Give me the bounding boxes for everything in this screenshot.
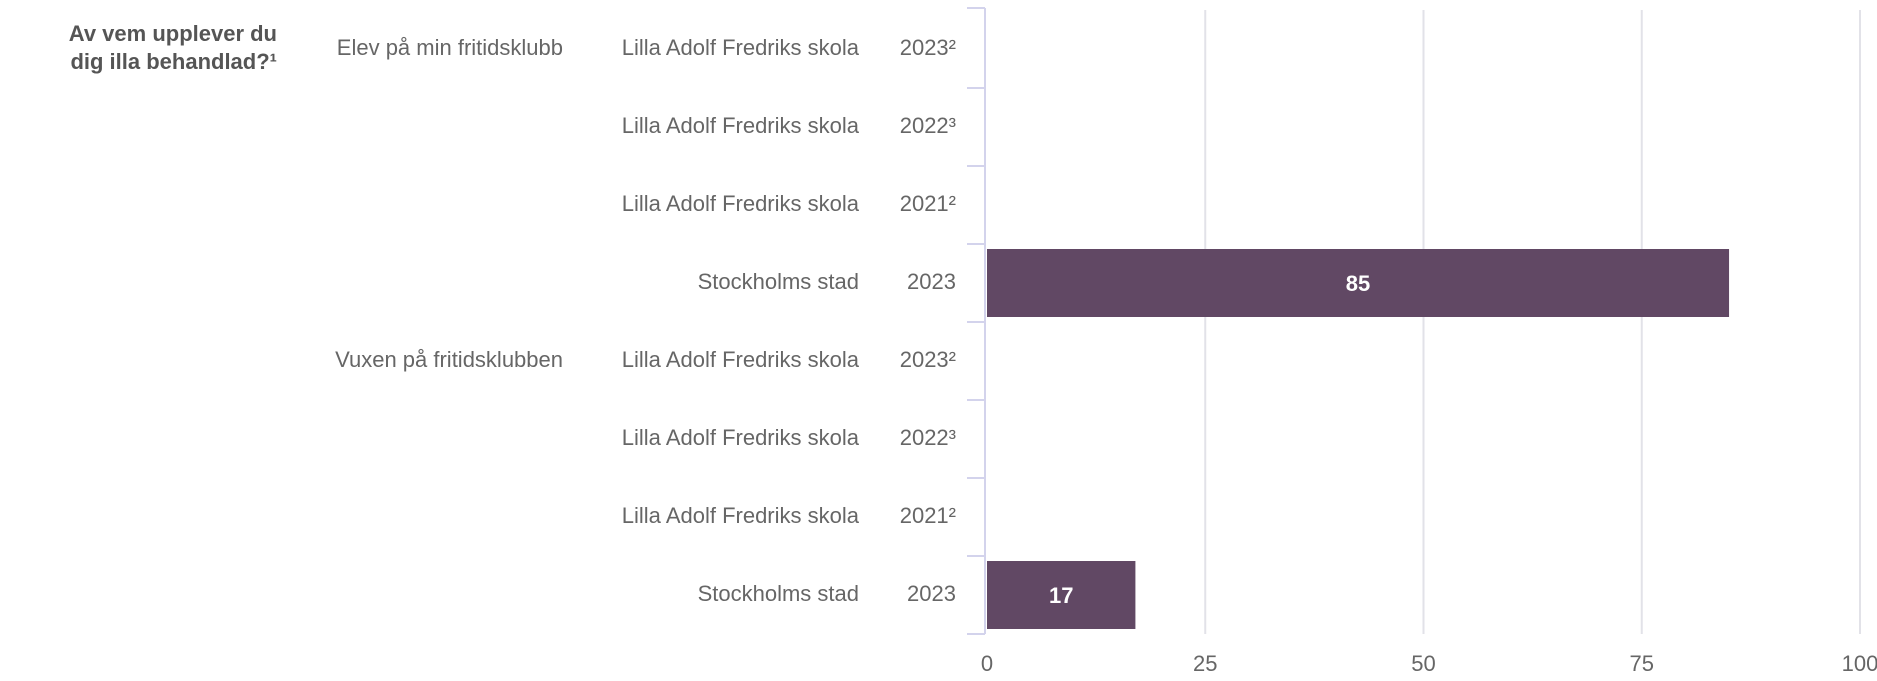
question-line: dig illa behandlad?¹ xyxy=(70,49,277,74)
category-label: Lilla Adolf Fredriks skola xyxy=(622,503,860,528)
group-label: Elev på min fritidsklubb xyxy=(337,35,563,60)
year-label: 2023 xyxy=(907,581,956,606)
value-label: 17 xyxy=(1049,583,1073,608)
bar xyxy=(987,561,1136,629)
category-label: Lilla Adolf Fredriks skola xyxy=(622,35,860,60)
year-label: 2023 xyxy=(907,269,956,294)
year-label: 2022³ xyxy=(900,113,956,138)
x-tick-label: 25 xyxy=(1193,651,1217,676)
x-tick-label: 100 xyxy=(1842,651,1877,676)
x-tick-label: 75 xyxy=(1630,651,1654,676)
year-label: 2021² xyxy=(900,191,956,216)
year-label: 2021² xyxy=(900,503,956,528)
year-label: 2023² xyxy=(900,347,956,372)
category-label: Stockholms stad xyxy=(698,269,859,294)
category-label: Stockholms stad xyxy=(698,581,859,606)
category-label: Lilla Adolf Fredriks skola xyxy=(622,425,860,450)
year-label: 2023² xyxy=(900,35,956,60)
x-tick-label: 0 xyxy=(981,651,993,676)
question-line: Av vem upplever du xyxy=(69,21,277,46)
year-label: 2022³ xyxy=(900,425,956,450)
value-label: 85 xyxy=(1346,271,1370,296)
category-label: Lilla Adolf Fredriks skola xyxy=(622,191,860,216)
bar xyxy=(987,249,1730,317)
category-label: Lilla Adolf Fredriks skola xyxy=(622,113,860,138)
group-label: Vuxen på fritidsklubben xyxy=(335,347,563,372)
x-tick-label: 50 xyxy=(1411,651,1435,676)
category-label: Lilla Adolf Fredriks skola xyxy=(622,347,860,372)
